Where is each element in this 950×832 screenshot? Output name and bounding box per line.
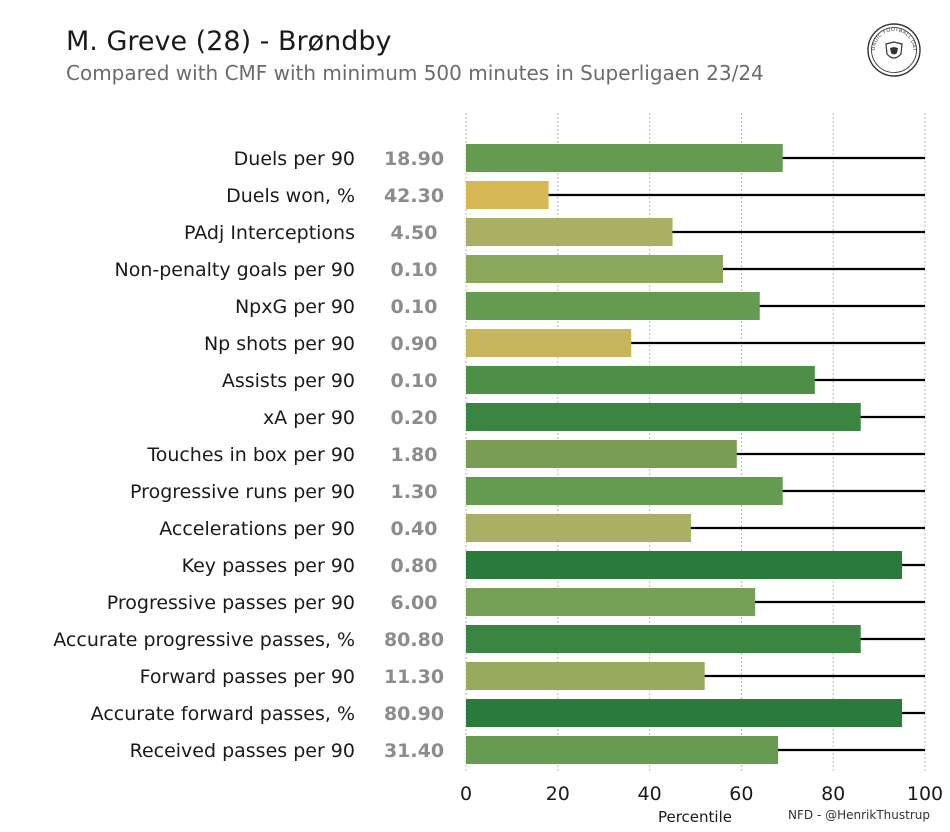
value-label: 6.00	[391, 592, 438, 614]
category-label: Progressive passes per 90	[107, 592, 355, 614]
x-axis-ticks: 0 20 40 60 80 100	[460, 783, 943, 805]
bar	[466, 403, 861, 431]
value-label: 80.90	[384, 703, 444, 725]
bar	[466, 218, 673, 246]
bar	[466, 255, 724, 283]
bar	[466, 292, 760, 320]
x-tick-label: 20	[546, 783, 570, 805]
bar	[466, 662, 705, 690]
bar	[466, 440, 737, 468]
chart-title: M. Greve (28) - Brøndby	[66, 26, 392, 57]
value-label: 0.10	[391, 370, 438, 392]
x-tick-label: 40	[638, 783, 662, 805]
bar	[466, 329, 632, 357]
category-label: Touches in box per 90	[146, 444, 355, 466]
category-label: Np shots per 90	[204, 333, 355, 355]
category-label: Non-penalty goals per 90	[114, 259, 355, 281]
credit-text: NFD - @HenrikThustrup	[788, 808, 930, 822]
category-label: Accurate progressive passes, %	[53, 629, 355, 651]
bar	[466, 736, 779, 764]
value-label: 42.30	[384, 185, 444, 207]
value-label: 11.30	[384, 666, 444, 688]
value-label: 80.80	[384, 629, 444, 651]
x-tick-label: 0	[460, 783, 472, 805]
x-tick-label: 80	[821, 783, 845, 805]
category-label: Duels per 90	[234, 148, 355, 170]
value-label: 0.40	[391, 518, 438, 540]
value-label: 1.80	[391, 444, 438, 466]
category-label: xA per 90	[263, 407, 355, 429]
value-label: 0.10	[391, 259, 438, 281]
category-label: Progressive runs per 90	[130, 481, 355, 503]
bars	[466, 144, 925, 764]
x-tick-label: 100	[907, 783, 943, 805]
value-label: 1.30	[391, 481, 438, 503]
bar	[466, 514, 691, 542]
bar	[466, 477, 783, 505]
category-label: Received passes per 90	[130, 740, 355, 762]
bar	[466, 588, 756, 616]
x-tick-label: 60	[729, 783, 753, 805]
bar	[466, 144, 783, 172]
nordic-football-data-logo: NORDIC FOOTBALL DATA	[866, 22, 921, 77]
value-label: 0.10	[391, 296, 438, 318]
category-labels: Duels per 90 Duels won, % PAdj Interceptio…	[53, 148, 355, 762]
category-label: PAdj Interceptions	[184, 222, 355, 244]
category-label: Key passes per 90	[182, 555, 355, 577]
category-label: Accelerations per 90	[159, 518, 355, 540]
value-label: 4.50	[391, 222, 438, 244]
category-label: Duels won, %	[226, 185, 355, 207]
value-label: 0.20	[391, 407, 438, 429]
bar	[466, 366, 815, 394]
category-label: Forward passes per 90	[140, 666, 355, 688]
value-labels: 18.90 42.30 4.50 0.10 0.10 0.90 0.10 0.20 1.80 1.…	[384, 148, 444, 762]
value-label: 18.90	[384, 148, 444, 170]
category-label: Accurate forward passes, %	[91, 703, 355, 725]
value-label: 0.80	[391, 555, 438, 577]
chart-subtitle: Compared with CMF with minimum 500 minut…	[66, 61, 764, 85]
bar	[466, 699, 903, 727]
bar	[466, 551, 903, 579]
value-label: 0.90	[391, 333, 438, 355]
value-label: 31.40	[384, 740, 444, 762]
bar	[466, 181, 549, 209]
bar	[466, 625, 861, 653]
category-label: Assists per 90	[222, 370, 355, 392]
x-axis-title: Percentile	[658, 808, 732, 826]
category-label: NpxG per 90	[235, 296, 355, 318]
